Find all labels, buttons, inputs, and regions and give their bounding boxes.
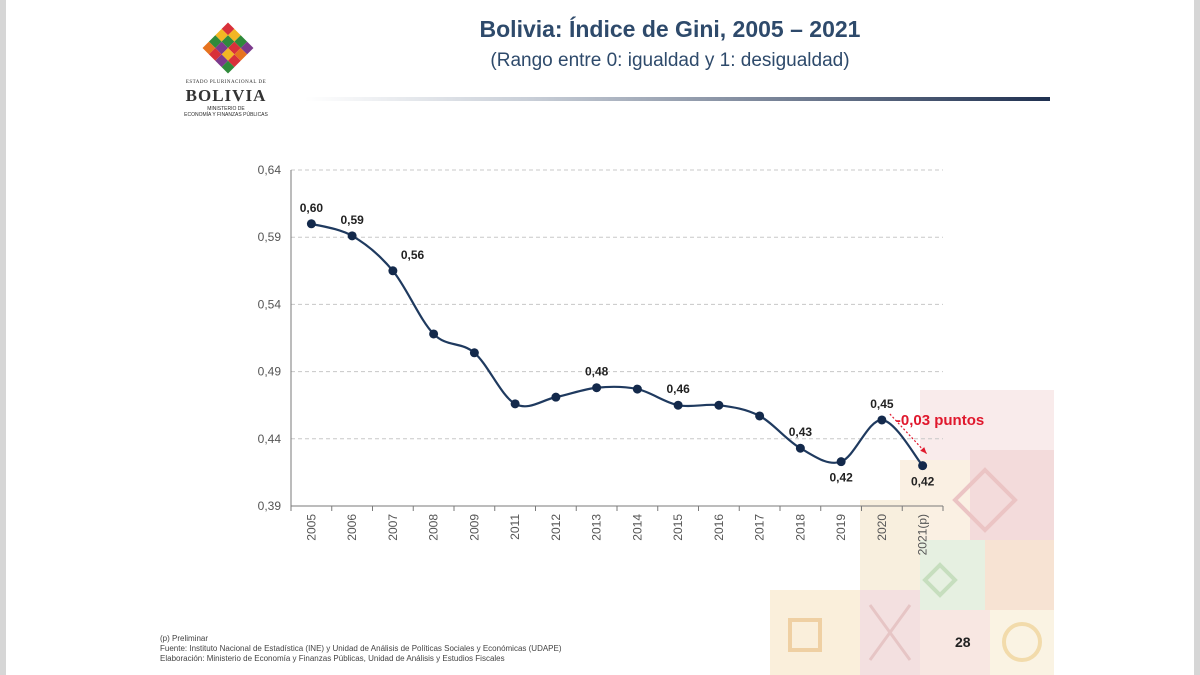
- chart-annotation: -0,03 puntos: [889, 412, 984, 455]
- y-tick-label: 0,39: [258, 499, 282, 513]
- x-tick-label: 2016: [712, 514, 726, 541]
- data-point: [795, 443, 805, 453]
- x-tick-label: 2006: [345, 514, 359, 541]
- textile-pattern-decoration: [770, 390, 1054, 675]
- x-tick-label: 2017: [753, 514, 767, 541]
- x-tick-label: 2007: [386, 514, 400, 541]
- gini-line-chart: 0,39 0,44 0,49 0,54 0,59 0,64 2005 2006 2007 2008…: [220, 150, 1060, 590]
- footnote-source: Fuente: Instituto Nacional de Estadístic…: [160, 644, 562, 653]
- window-frame-left: [0, 0, 6, 675]
- x-tick-label: 2021(p): [916, 514, 930, 555]
- chart-canvas: 0,39 0,44 0,49 0,54 0,59 0,64 2005 2006 2007 2008…: [258, 163, 985, 555]
- gini-series-line: [311, 222, 924, 467]
- x-tick-label: 2008: [427, 514, 441, 541]
- x-tick-label: 2005: [304, 514, 318, 541]
- ministry-logo: ESTADO PLURINACIONAL DE BOLIVIA MINISTER…: [160, 18, 292, 122]
- data-point: [306, 219, 316, 229]
- change-arrow-head-icon: [920, 447, 927, 454]
- data-point: [918, 461, 928, 471]
- data-point: [347, 231, 357, 241]
- y-tick-label: 0,54: [258, 297, 282, 311]
- x-tick-label: 2018: [793, 514, 807, 541]
- title-divider: [305, 97, 1050, 101]
- data-point: [388, 266, 398, 276]
- logo-state-text: ESTADO PLURINACIONAL DE: [185, 80, 267, 85]
- y-tick-label: 0,44: [258, 432, 282, 446]
- x-tick-label: 2011: [508, 514, 522, 540]
- chart-series: [306, 219, 928, 471]
- data-label: 0,42: [911, 475, 935, 489]
- data-point: [510, 399, 520, 409]
- footnotes: (p) Preliminar Fuente: Instituto Naciona…: [160, 634, 562, 664]
- x-tick-label: 2014: [630, 514, 644, 541]
- change-arrow: [889, 413, 928, 455]
- footnote-preliminary: (p) Preliminar: [160, 634, 209, 643]
- logo-country-name: BOLIVIA: [185, 86, 267, 105]
- mosaic-emblem-icon: [202, 22, 254, 74]
- change-annotation-label: -0,03 puntos: [896, 412, 984, 429]
- logo-ministry-line2: ECONOMÍA Y FINANZAS PÚBLICAS: [184, 112, 268, 118]
- data-point: [877, 415, 887, 425]
- x-tick-label: 2019: [834, 514, 848, 541]
- chart-axes: 0,39 0,44 0,49 0,54 0,59 0,64 2005 2006 2007 2008…: [258, 163, 944, 555]
- footnote-credits: Elaboración: Ministerio de Economía y Fi…: [160, 654, 505, 663]
- data-label: 0,42: [829, 471, 853, 485]
- x-tick-label: 2020: [875, 514, 889, 541]
- page-number: 28: [955, 634, 971, 650]
- data-label: 0,46: [666, 382, 690, 396]
- x-tick-label: 2009: [467, 514, 481, 541]
- data-label: 0,56: [401, 248, 425, 262]
- y-tick-label: 0,49: [258, 365, 282, 379]
- data-point: [592, 383, 602, 393]
- y-tick-label: 0,59: [258, 230, 282, 244]
- data-label: 0,45: [870, 397, 894, 411]
- data-label: 0,59: [340, 213, 364, 227]
- data-point: [632, 384, 642, 394]
- logo-ministry-text: MINISTERIO DE ECONOMÍA Y FINANZAS PÚBLIC…: [160, 106, 292, 118]
- data-point: [469, 348, 479, 358]
- window-frame-right: [1194, 0, 1200, 675]
- data-label: 0,60: [300, 201, 324, 215]
- data-label: 0,43: [789, 425, 813, 439]
- data-label: 0,48: [585, 365, 609, 379]
- data-point: [714, 400, 724, 410]
- data-point: [836, 457, 846, 467]
- chart-gridlines: [291, 169, 943, 440]
- x-tick-label: 2012: [549, 514, 563, 541]
- data-point: [429, 329, 439, 339]
- data-point: [551, 392, 561, 402]
- y-tick-label: 0,64: [258, 163, 282, 177]
- x-tick-label: 2015: [671, 514, 685, 541]
- data-point: [755, 411, 765, 421]
- logo-ministry-line1: MINISTERIO DE: [207, 106, 245, 112]
- slide-subtitle: (Rango entre 0: igualdad y 1: desigualda…: [490, 50, 850, 71]
- x-tick-label: 2013: [590, 514, 604, 541]
- data-point: [673, 400, 683, 410]
- chart-data-labels: 0,60 0,59 0,56 0,48 0,46 0,43 0,42 0,45 0,42: [300, 201, 935, 489]
- slide-title: Bolivia: Índice de Gini, 2005 – 2021: [479, 16, 861, 42]
